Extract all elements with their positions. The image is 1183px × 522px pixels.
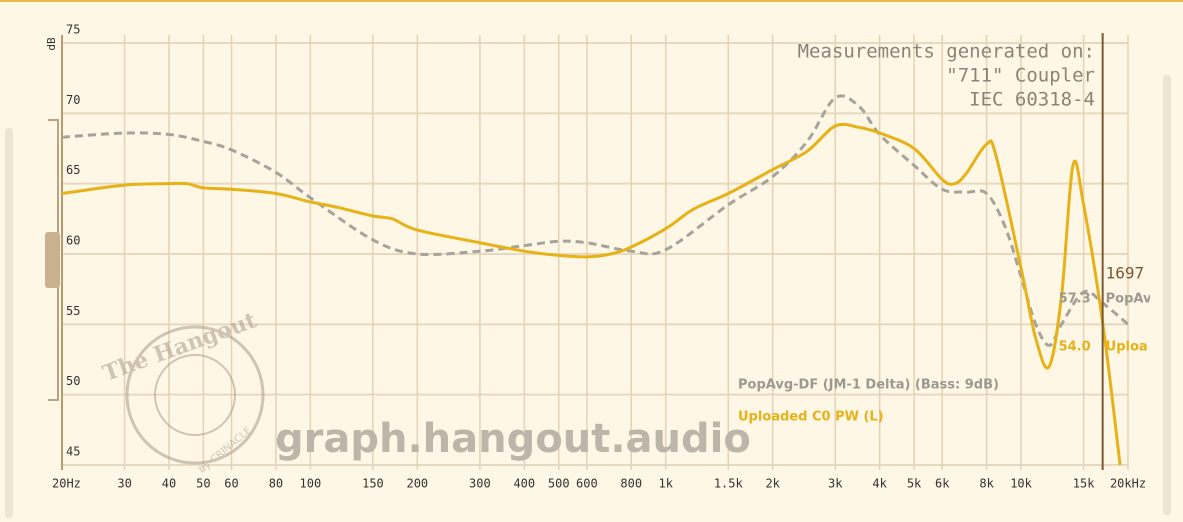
x-tick-label: 500 [548,477,570,491]
legend-entry: PopAvg-DF (JM-1 Delta) (Bass: 9dB) [738,378,999,393]
x-tick-label: 200 [406,477,428,491]
x-tick-label: 6k [935,477,950,491]
x-tick-label: 800 [620,477,642,491]
x-tick-label: 50 [196,477,210,491]
x-tick-label: 600 [576,477,598,491]
readout-value: 57.3 [1059,292,1091,307]
y-tick-label: 60 [66,234,80,248]
range-handle[interactable] [45,232,60,288]
note: IEC 60318-4 [969,89,1095,111]
y-tick-label: 45 [66,445,80,459]
x-tick-label: 100 [300,477,322,491]
legend-entry: Uploaded C0 PW (L) [738,410,884,425]
grid [61,35,1129,470]
note: "711" Coupler [946,65,1095,87]
x-tick-label: 1.5k [714,477,744,491]
x-tick-label: 3k [828,477,843,491]
x-tick-label: 5k [907,477,922,491]
scroll-track [1163,75,1171,515]
x-tick-label: 300 [469,477,491,491]
readout-value: 54.0 [1059,340,1091,355]
x-tick-label: 8k [979,477,994,491]
y-unit: dB [45,37,58,51]
x-tick-label: 20Hz [52,477,81,491]
watermark: graph.hangout.audio [275,416,751,462]
x-tick-label: 20kHz [1110,477,1146,491]
logo-face [154,354,236,436]
x-tick-label: 150 [362,477,384,491]
y-tick-label: 65 [66,163,80,177]
x-tick-label: 10k [1010,477,1032,491]
y-tick-label: 75 [66,23,80,37]
scroll-track [5,128,13,518]
x-tick-label: 1k [658,477,673,491]
x-tick-label: 15k [1073,477,1095,491]
series-line [61,122,1122,466]
note: Measurements generated on: [798,41,1095,63]
x-tick-label: 60 [224,477,238,491]
y-tick-label: 70 [66,93,80,107]
x-tick-label: 30 [117,477,131,491]
readout-name: PopAv [1106,292,1152,307]
logo-ring [125,325,265,465]
x-tick-label: 400 [513,477,535,491]
x-tick-label: 4k [872,477,887,491]
x-tick-label: 40 [162,477,176,491]
plot: 1697 57.3 PopAv 54.0 Uploa [61,33,1152,470]
readout-name: Uploa [1106,340,1148,355]
y-tick-label: 55 [66,304,80,318]
y-tick-label: 50 [66,374,80,388]
x-tick-label: 2k [765,477,780,491]
x-tick-label: 80 [269,477,283,491]
cursor-label: 1697 [1106,264,1145,283]
